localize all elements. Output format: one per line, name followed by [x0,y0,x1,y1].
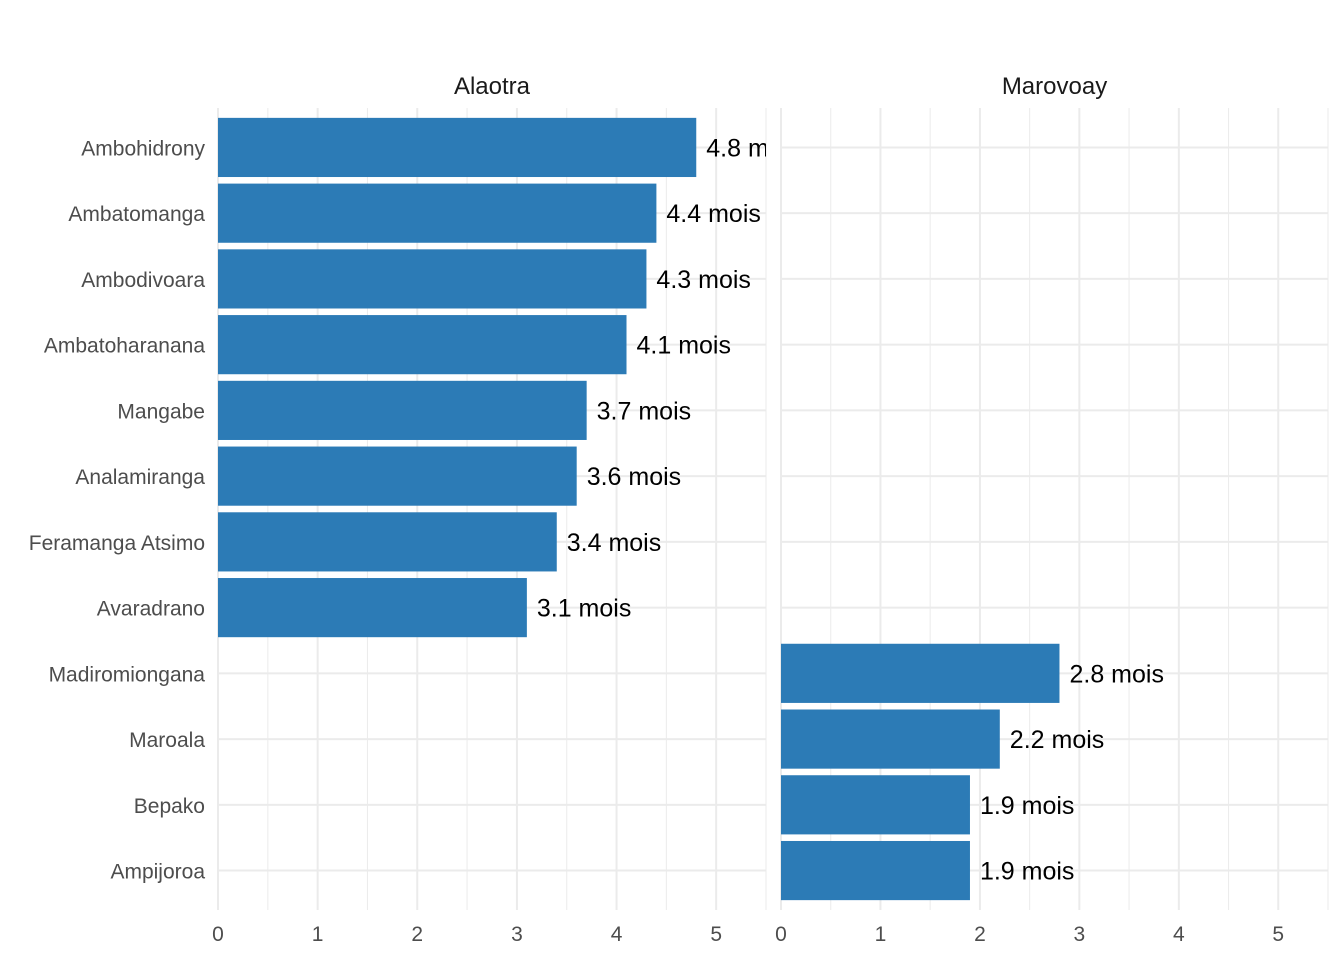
bar [218,446,577,506]
bar [218,183,657,243]
bar [781,643,1060,703]
x-tick-label: 0 [775,923,787,946]
x-tick-label: 2 [974,923,986,946]
bar [781,709,1000,769]
bar [781,775,970,835]
bar [218,315,627,375]
bar-value-label: 3.6 mois [587,463,681,491]
y-tick-label: Ambatoharanana [44,335,205,358]
y-tick-label: Bepako [134,795,205,818]
bars-group: 4.8 mois 4.4 mois 4.3 mois 4.1 mois 3.7 mois… [218,117,800,638]
y-tick-label: Ambatomanga [68,203,205,226]
bar [218,249,647,309]
bar-value-label: 3.4 mois [567,529,661,557]
y-tick-label: Mangabe [117,400,205,423]
bar-value-label: 4.3 mois [656,266,750,294]
bar-value-label: 3.7 mois [597,397,691,425]
x-tick-label: 2 [411,923,423,946]
x-tick-label: 3 [511,923,523,946]
bar [218,512,557,572]
x-tick-label: 1 [312,923,324,946]
x-tick-label: 0 [212,923,224,946]
facet-strip-label: Marovoay [1002,73,1107,100]
bar-value-label: 1.9 mois [980,858,1074,886]
facet-panel-alaotra: Alaotra 0 1 2 3 4 5 4.8 mois 4.4 mois 4.3 mois 4.1… [212,73,800,946]
bar-value-label: 2.8 mois [1069,660,1163,688]
bar-value-label: 4.8 mois [706,134,800,162]
y-tick-label: Ambohidrony [81,137,205,160]
bar [218,380,587,440]
bar [781,840,970,901]
x-tick-label: 5 [1272,923,1284,946]
bar-value-label: 3.1 mois [537,595,631,623]
y-tick-label: Maroala [129,729,205,752]
bar-value-label: 4.4 mois [666,200,760,228]
y-tick-label: Madiromiongana [49,663,206,686]
y-tick-label: Ambodivoara [81,269,205,292]
bar-value-label: 4.1 mois [637,332,731,360]
facet-panel-marovoay: Marovoay 0 1 2 3 4 5 2.8 mois 2.2 mois 1.9 mois 1.… [775,73,1329,946]
y-tick-label: Feramanga Atsimo [29,532,205,555]
bar [218,117,697,178]
y-tick-label: Ampijoroa [110,861,205,884]
x-tick-label: 1 [875,923,887,946]
bar-value-label: 2.2 mois [1010,726,1104,754]
x-tick-label: 3 [1074,923,1086,946]
bar-value-label: 1.9 mois [980,792,1074,820]
bar [218,578,527,638]
x-tick-label: 4 [1173,923,1185,946]
x-tick-label: 4 [611,923,623,946]
y-tick-label: Analamiranga [75,466,205,489]
x-tick-label: 5 [710,923,722,946]
bars-group: 2.8 mois 2.2 mois 1.9 mois 1.9 mois [781,643,1164,901]
facet-strip-label: Alaotra [454,73,531,100]
y-tick-label: Avaradrano [97,598,205,621]
